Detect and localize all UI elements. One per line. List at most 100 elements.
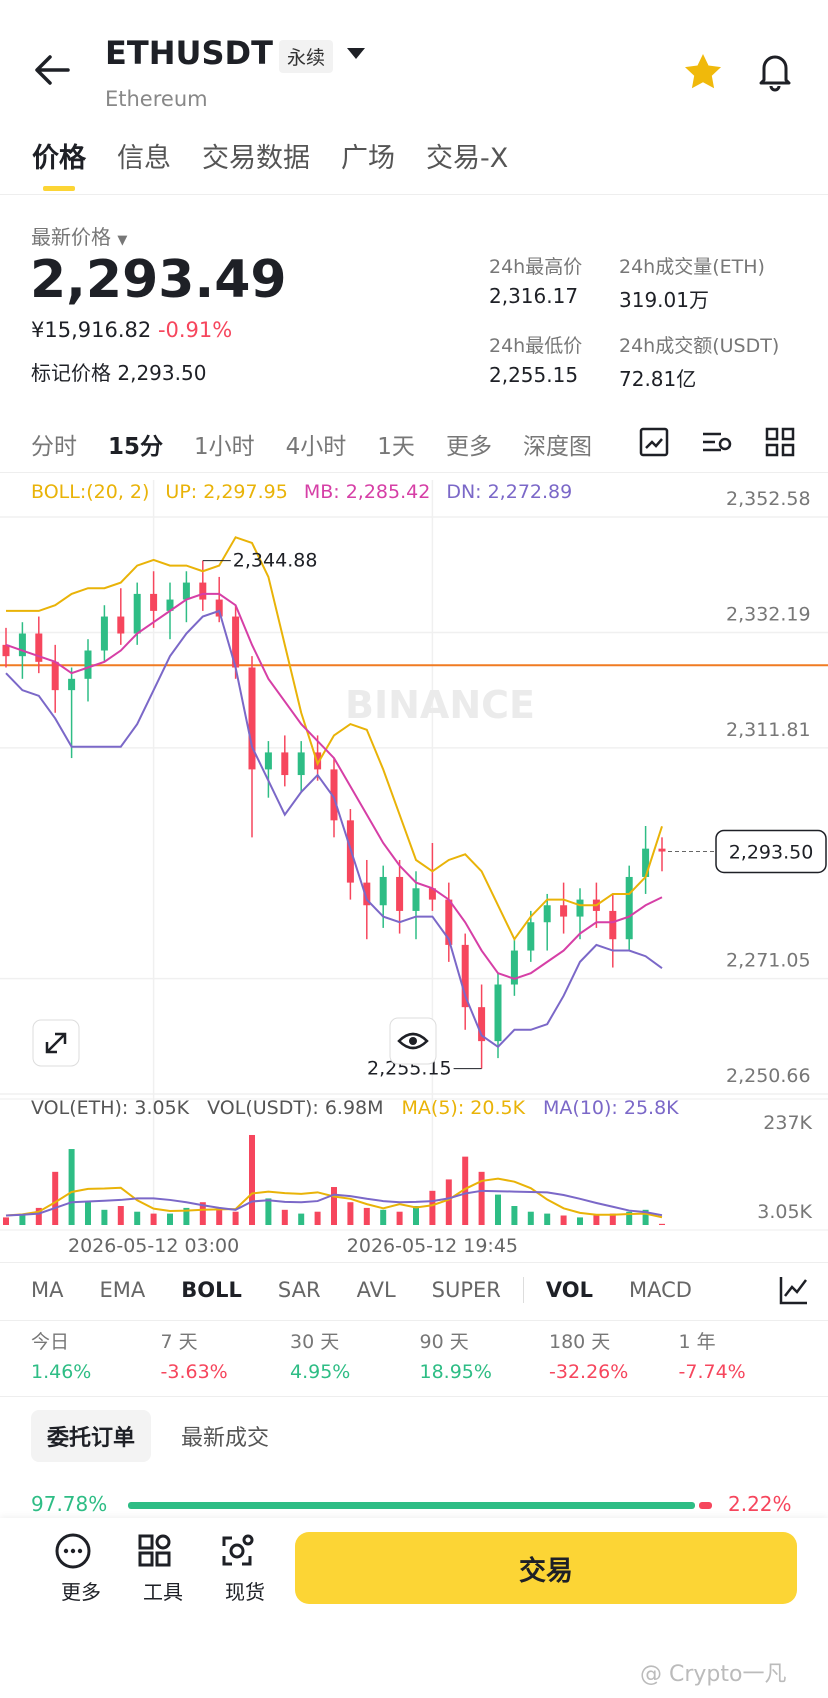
legend-item: MA(5): 20.5K: [401, 1097, 526, 1119]
favorite-star[interactable]: [683, 52, 723, 90]
tools-icon[interactable]: [136, 1532, 174, 1570]
x-tick-label: 2026-05-12 03:00: [68, 1235, 239, 1255]
dropdown-icon[interactable]: [345, 46, 367, 62]
volume-bar: [544, 1213, 551, 1225]
interval[interactable]: 更多: [445, 434, 492, 460]
interval-bar: 分时 15分 1小时 4小时 1天 更多 深度图: [31, 427, 592, 461]
order-tab[interactable]: 最新成交: [181, 1426, 270, 1451]
indicator[interactable]: MA: [31, 1278, 64, 1302]
indicator[interactable]: MACD: [629, 1278, 692, 1302]
volume-ma10-line: [5, 1189, 663, 1217]
high-label: 2,344.88: [233, 550, 318, 572]
y-tick-label: 2,311.81: [726, 719, 811, 741]
cny: ¥15,916.82: [31, 318, 152, 342]
indicator-divider: [522, 1277, 524, 1303]
candle-body: [84, 650, 92, 679]
volume-bar: [642, 1209, 649, 1225]
mark-label: 标记价格: [31, 361, 111, 385]
volume-bar: [134, 1211, 141, 1225]
performance: 今日 7 天 30 天 90 天 180 天 1 年 1.46% -3.63% 4.95% 18.…: [31, 1327, 808, 1395]
price-label: 最新价格 ▼: [31, 221, 127, 250]
candle-body: [412, 888, 420, 911]
bell-icon[interactable]: [756, 50, 794, 92]
perf-label: 30 天: [290, 1331, 340, 1353]
vol-tick-label: 3.05K: [757, 1201, 812, 1223]
volume-bar: [593, 1215, 600, 1225]
stat-label: 24h成交量(ETH): [619, 256, 765, 278]
interval[interactable]: 1天: [377, 434, 415, 460]
volume-bar: [281, 1209, 288, 1225]
perf-value: 18.95%: [419, 1361, 492, 1383]
volume-bar: [577, 1217, 583, 1225]
volume-legend: VOL(ETH): 3.05K VOL(USDT): 6.98M MA(5): 20…: [31, 1097, 679, 1119]
bottom-item[interactable]: 工具: [143, 1580, 183, 1604]
stat-value: 319.01万: [619, 288, 709, 312]
interval[interactable]: 深度图: [522, 434, 592, 460]
indicator-settings[interactable]: [778, 1274, 810, 1306]
tab[interactable]: 交易数据: [202, 136, 310, 175]
expand-button[interactable]: [32, 1019, 80, 1067]
indicator[interactable]: EMA: [99, 1278, 146, 1302]
volume-bar: [35, 1207, 42, 1225]
stat-value: 2,316.17: [489, 284, 579, 308]
spot-icon[interactable]: [218, 1532, 256, 1570]
perf-value: 4.95%: [290, 1361, 351, 1383]
volume-bar: [68, 1149, 75, 1225]
bottom-item[interactable]: 更多: [61, 1580, 101, 1604]
candle-body: [461, 944, 469, 1008]
candle-body: [642, 848, 650, 877]
volume-ma5-line: [5, 1177, 663, 1219]
interval[interactable]: 分时: [31, 434, 77, 460]
more-icon[interactable]: [54, 1532, 92, 1570]
perf-label: 7 天: [160, 1331, 198, 1353]
layout-icon[interactable]: [764, 426, 796, 458]
volume-bar: [396, 1211, 403, 1225]
indicator[interactable]: SAR: [277, 1278, 321, 1302]
volume-bar: [216, 1209, 223, 1225]
mark-price: 标记价格 2,293.50: [31, 357, 206, 386]
divider: [0, 1396, 828, 1397]
volume-bar: [52, 1171, 59, 1225]
volume-bar: [249, 1134, 255, 1225]
tab[interactable]: 交易-X: [426, 136, 508, 175]
settings-icon[interactable]: [700, 426, 734, 458]
candle-body: [297, 752, 305, 776]
indicator[interactable]: VOL: [545, 1278, 594, 1302]
candle-body: [68, 678, 76, 691]
boll-up-line: [6, 536, 663, 942]
tab-label: 广场: [341, 143, 395, 174]
last-price-label: 2,293.50: [729, 841, 814, 863]
indicator[interactable]: BOLL: [181, 1278, 242, 1302]
tab-bar: 价格 信息 交易数据 广场 交易-X: [32, 136, 508, 191]
back-button[interactable]: [30, 50, 74, 90]
interval[interactable]: 4小时: [285, 434, 347, 460]
order-tab[interactable]: 委托订单: [31, 1410, 152, 1462]
stats: 24h最高价 2,316.17 24h成交量(ETH) 319.01万 24h最低价 2,…: [489, 252, 779, 410]
order-ratio: 97.78% 2.22%: [0, 1492, 828, 1522]
interval[interactable]: 1小时: [194, 434, 255, 460]
indicator[interactable]: AVL: [356, 1278, 396, 1302]
bottom-item[interactable]: 现货: [225, 1580, 265, 1604]
tab[interactable]: 信息: [117, 136, 171, 175]
boll-dn-line: [5, 609, 663, 1049]
perf-value: 1.46%: [31, 1361, 92, 1383]
eye-button[interactable]: [389, 1017, 437, 1065]
mark-value: 2,293.50: [117, 361, 207, 385]
volume-bar: [429, 1190, 436, 1225]
candle-body: [363, 882, 371, 906]
tab[interactable]: 广场: [341, 136, 395, 175]
candle-body: [527, 922, 535, 951]
tab-label: 交易-X: [426, 143, 509, 174]
divider: [0, 472, 828, 473]
interval[interactable]: 15分: [108, 434, 164, 460]
legend-item: DN: 2,272.89: [446, 481, 573, 503]
candle-body: [478, 1007, 486, 1042]
sell-ratio: 2.22%: [728, 1492, 792, 1516]
draw-icon[interactable]: [638, 426, 670, 458]
candle-body: [232, 616, 240, 668]
trade-button[interactable]: 交易: [295, 1532, 797, 1604]
indicator[interactable]: SUPER: [431, 1278, 501, 1302]
tab[interactable]: 价格: [32, 136, 86, 191]
boll-mb-line: [5, 592, 663, 980]
candle-body: [281, 752, 289, 776]
